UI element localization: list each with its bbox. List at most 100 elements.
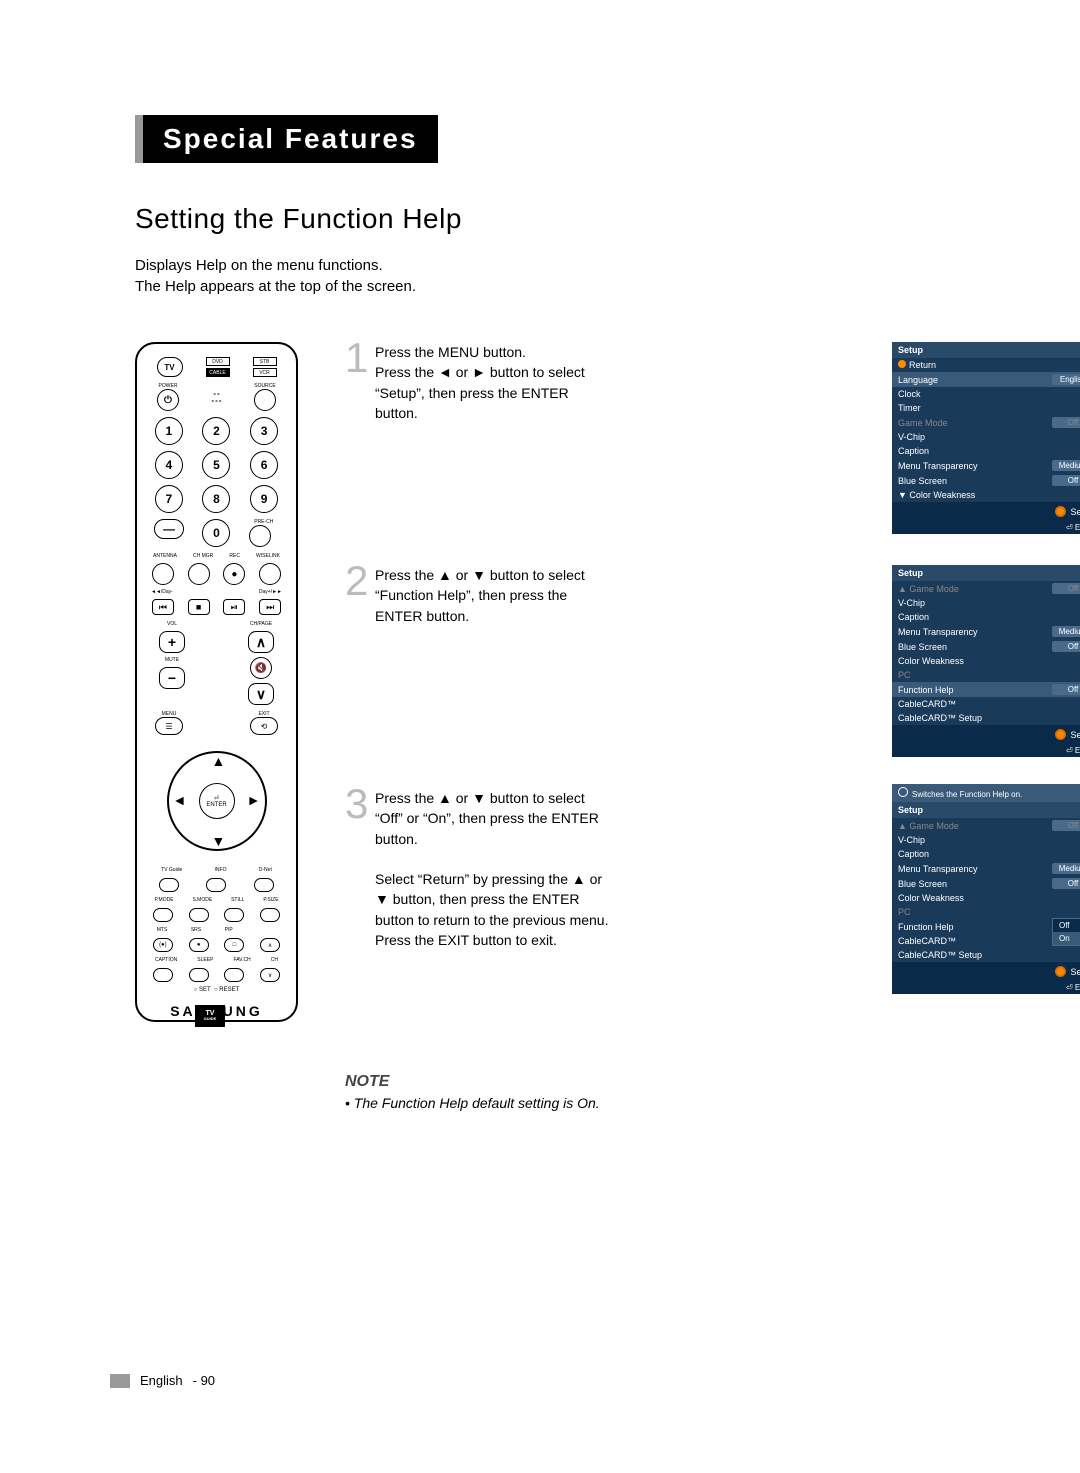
antenna-label: ANTENNA: [153, 553, 177, 559]
dropdown-option: On: [1053, 932, 1080, 945]
intro-line-1: Displays Help on the menu functions.: [135, 257, 383, 274]
osd-item-label: Color Weakness: [898, 893, 964, 903]
caption-label: CAPTION: [155, 957, 177, 963]
power-label: POWER: [157, 383, 179, 389]
osd-menu-item: Timer: [892, 401, 1080, 415]
pmode-btn: [153, 908, 173, 922]
osd-menu-item: Blue ScreenOff: [892, 876, 1080, 891]
note-title: NOTE: [345, 1073, 945, 1091]
osd-menu-item: Menu TransparencyMedium: [892, 624, 1080, 639]
remote-cable: CABLE: [206, 368, 230, 377]
osd-menu-item: Game ModeOff: [892, 415, 1080, 430]
osd-item-label: CableCARD™ Setup: [898, 713, 982, 723]
osd-menu-item: Blue ScreenOff: [892, 473, 1080, 488]
osd-menu-item: ▲ Game Mode Off: [892, 581, 1080, 596]
menu-btn: ☰: [155, 717, 183, 735]
remote-vcr: VCR: [253, 368, 277, 377]
osd-item-value: Medium: [1052, 460, 1080, 471]
osd3-title: Setup: [892, 802, 1080, 818]
ch-down: ∨: [248, 683, 274, 705]
exit-btn: ⟲: [250, 717, 278, 735]
osd-menu-item: Color Weakness: [892, 654, 1080, 668]
osd-item-label: ▲ Game Mode: [898, 584, 959, 594]
gear-icon: [1055, 729, 1066, 740]
osd3-footer: Setup: [1070, 967, 1080, 977]
mts-btn: (●): [153, 938, 173, 952]
favch-label: FAV.CH: [233, 957, 250, 963]
hint-icon: [898, 787, 908, 797]
header-title: Special Features: [143, 115, 438, 163]
rewind-icon: ⏮: [152, 599, 174, 615]
osd-item-value: Medium: [1052, 626, 1080, 637]
vol-up: +: [159, 631, 185, 653]
gear-icon: [1055, 506, 1066, 517]
still-label: STILL: [231, 897, 244, 903]
num-2: 2: [202, 417, 230, 445]
osd1-footer: Setup: [1070, 507, 1080, 517]
osd-item-label: Caption: [898, 612, 929, 622]
tv-guide-logo: TVGUIDE: [195, 1005, 225, 1027]
osd-item-value: Off: [1052, 583, 1080, 594]
antenna-btn: [152, 563, 174, 585]
enter-icon: ⏎: [1066, 746, 1075, 755]
footer-accent: [110, 1374, 130, 1388]
set-label: SET: [199, 987, 211, 993]
osd1-return: Return: [909, 360, 936, 370]
osd-item-label: V-Chip: [898, 835, 925, 845]
num-1: 1: [155, 417, 183, 445]
osd-item-label: Language: [898, 375, 938, 385]
pip-ch-down: ∨: [260, 968, 280, 982]
osd-item-label: Clock: [898, 389, 921, 399]
osd1-title: Setup: [892, 342, 1080, 358]
osd-item-label: CableCARD™: [898, 936, 956, 946]
dayminus: ◄◄/Day-: [151, 589, 173, 595]
osd-menu-item: PC: [892, 668, 1080, 682]
note-text: • The Function Help default setting is O…: [345, 1095, 945, 1111]
remote-control-illustration: TV DVD CABLE STB VCR POWER⏻ ∘∘∘∘∘ SOURCE…: [135, 342, 298, 1022]
info-btn: [206, 878, 226, 892]
power-icon: ⏻: [157, 389, 179, 411]
osd-menu-item: Menu TransparencyMedium: [892, 458, 1080, 473]
enter-btn: ⏎ENTER: [199, 783, 235, 819]
enter-icon: ⏎: [1066, 983, 1075, 992]
return-icon: [898, 360, 906, 368]
osd-item-label: ▲ Game Mode: [898, 821, 959, 831]
menu-label: MENU: [155, 711, 183, 717]
step-3-number: 3: [345, 780, 368, 828]
osd-menu-item: V-Chip: [892, 596, 1080, 610]
dpad-up-icon: ▲: [212, 753, 226, 769]
osd-item-label: ▼ Color Weakness: [898, 490, 975, 500]
remote-stb: STB: [253, 357, 277, 366]
smode-label: S.MODE: [192, 897, 212, 903]
ch-label: CH: [271, 957, 278, 963]
psize-label: P.SIZE: [263, 897, 278, 903]
step-3-text: Press the ▲ or ▼ button to select “Off” …: [375, 788, 615, 950]
pip-label: PIP: [225, 927, 233, 933]
wiselink-btn: [259, 563, 281, 585]
mute-label: MUTE: [165, 657, 179, 663]
dpad-right-icon: ►: [247, 792, 261, 808]
osd-item-label: V-Chip: [898, 598, 925, 608]
dayplus: Day+/►►: [259, 589, 282, 595]
osd-item-value: Off: [1052, 417, 1080, 428]
dpad-down-icon: ▼: [212, 833, 226, 849]
osd-item-label: PC: [898, 907, 911, 917]
source-label: SOURCE: [254, 383, 276, 389]
osd-menu-item: Color Weakness: [892, 891, 1080, 905]
forward-icon: ⏭: [259, 599, 281, 615]
osd-menu-item: CableCARD™: [892, 697, 1080, 711]
mute-btn: 🔇: [250, 657, 272, 679]
num-3: 3: [250, 417, 278, 445]
chmgr-btn: [188, 563, 210, 585]
osd-item-label: Function Help: [898, 685, 954, 695]
osd-item-label: Color Weakness: [898, 656, 964, 666]
caption-btn: [153, 968, 173, 982]
osd-menu-item: Menu TransparencyMedium: [892, 861, 1080, 876]
osd-menu-item: Caption: [892, 610, 1080, 624]
osd-item-label: Caption: [898, 849, 929, 859]
osd-item-label: CableCARD™ Setup: [898, 950, 982, 960]
osd-item-label: Blue Screen: [898, 476, 947, 486]
sleep-label: SLEEP: [197, 957, 213, 963]
still-btn: [224, 908, 244, 922]
favch-btn: [224, 968, 244, 982]
